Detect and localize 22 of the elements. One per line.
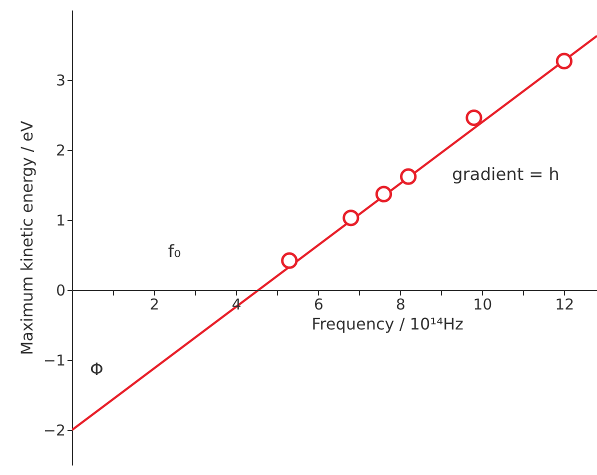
point xyxy=(466,109,482,126)
y-tick-label: 0 xyxy=(56,282,66,300)
annotation: f₀ xyxy=(168,242,181,262)
y-tick-label: 3 xyxy=(56,72,66,90)
point xyxy=(342,210,360,226)
x-tick-label: 12 xyxy=(555,296,574,314)
x-tick-label: 10 xyxy=(473,296,492,314)
x-tick-label: 8 xyxy=(396,296,406,314)
y-axis-title: Maximum kinetic energy / eV xyxy=(17,120,36,356)
y-tick-label: 1 xyxy=(56,212,66,230)
annotation: Φ xyxy=(90,360,104,380)
y-tick-label: −2 xyxy=(43,422,66,440)
y-tick-label: 2 xyxy=(56,142,66,160)
x-axis-title: Frequency / 10¹⁴Hz xyxy=(312,314,464,334)
annotation: gradient = h xyxy=(452,165,560,185)
x-tick-label: 6 xyxy=(314,296,324,314)
x-tick-label: 2 xyxy=(150,296,160,314)
point xyxy=(281,252,298,269)
point xyxy=(375,186,392,202)
point xyxy=(400,168,417,185)
y-tick-label: −1 xyxy=(43,352,66,370)
point xyxy=(556,52,573,70)
